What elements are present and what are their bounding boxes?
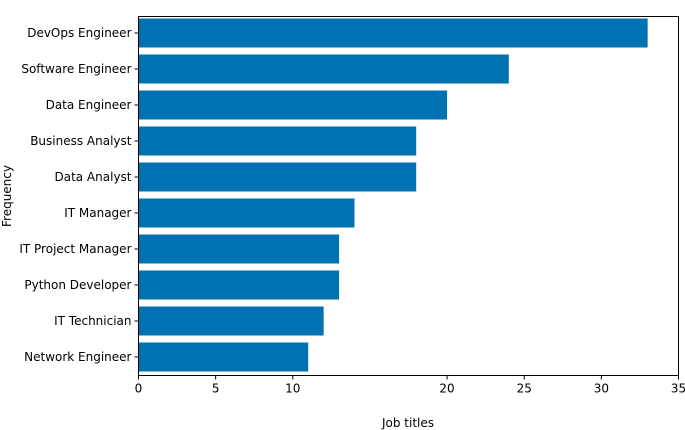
y-tick-label-it-manager: IT Manager bbox=[64, 206, 131, 220]
bar-business-analyst bbox=[138, 126, 417, 156]
y-tick-label-it-project-manager: IT Project Manager bbox=[19, 242, 131, 256]
x-tick-label: 30 bbox=[594, 382, 609, 396]
x-tick-label: 25 bbox=[517, 382, 532, 396]
x-tick-label: 35 bbox=[671, 382, 685, 396]
y-tick-label-python-developer: Python Developer bbox=[24, 278, 131, 292]
y-axis-label: Frequency bbox=[0, 165, 14, 227]
x-tick-label: 10 bbox=[285, 382, 300, 396]
bar-software-engineer bbox=[138, 54, 509, 84]
x-axis-ticks: 0 5 10 20 25 30 35 bbox=[135, 375, 685, 396]
plot-frame bbox=[138, 16, 679, 376]
x-tick-label: 20 bbox=[439, 382, 454, 396]
x-tick-label: 5 bbox=[212, 382, 220, 396]
bars-group bbox=[138, 18, 648, 372]
y-tick-label-data-analyst: Data Analyst bbox=[54, 170, 131, 184]
bar-devops-engineer bbox=[138, 18, 648, 48]
y-tick-label-software-engineer: Software Engineer bbox=[21, 62, 131, 76]
x-tick-label: 0 bbox=[135, 382, 143, 396]
y-tick-label-it-technician: IT Technician bbox=[54, 314, 131, 328]
y-tick-label-devops-engineer: DevOps Engineer bbox=[27, 26, 131, 40]
bar-it-manager bbox=[138, 198, 355, 228]
bar-it-technician bbox=[138, 306, 324, 336]
y-tick-label-business-analyst: Business Analyst bbox=[30, 134, 132, 148]
bar-data-engineer bbox=[138, 90, 448, 120]
y-tick-label-data-engineer: Data Engineer bbox=[46, 98, 132, 112]
bar-python-developer bbox=[138, 270, 340, 300]
x-axis-label: Job titles bbox=[381, 416, 434, 430]
y-axis-ticks: DevOps Engineer Software Engineer Data Eng… bbox=[19, 26, 139, 364]
bar-network-engineer bbox=[138, 342, 309, 372]
bar-data-analyst bbox=[138, 162, 417, 192]
y-tick-label-network-engineer: Network Engineer bbox=[24, 350, 131, 364]
bar-it-project-manager bbox=[138, 234, 340, 264]
